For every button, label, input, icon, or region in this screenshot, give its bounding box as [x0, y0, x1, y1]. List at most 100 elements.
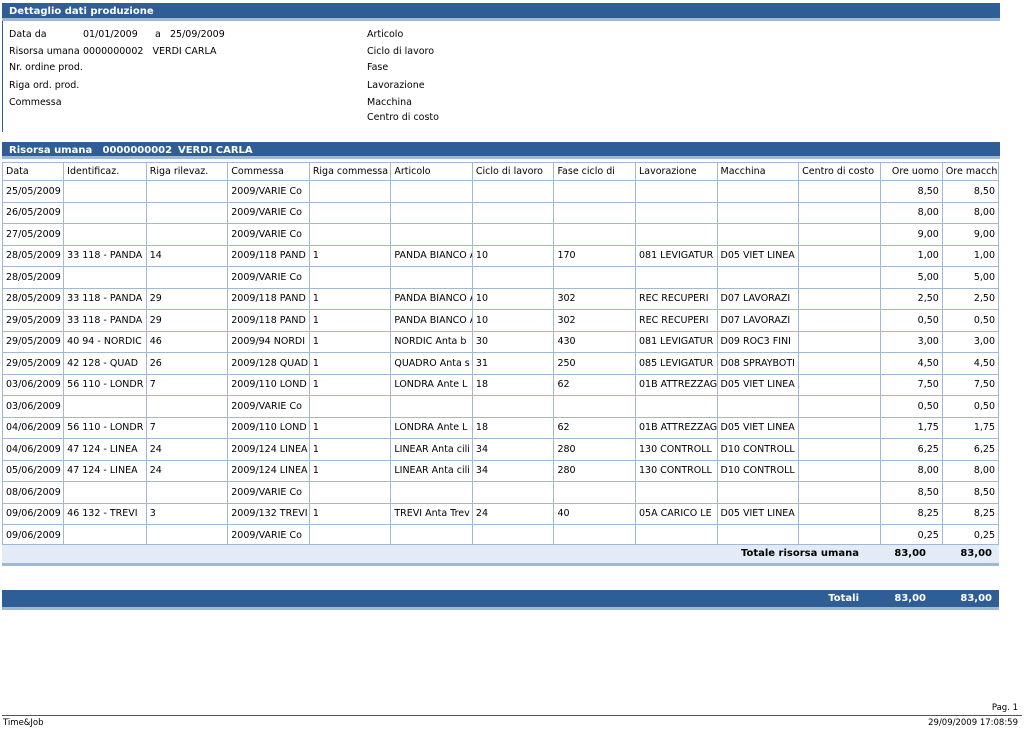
table-cell: 2009/VARIE Co	[227, 180, 310, 203]
table-cell: 28/05/2009	[1, 244, 65, 267]
table-cell: 14	[145, 244, 229, 267]
table-cell	[635, 395, 718, 418]
table-cell: 8,25	[879, 502, 943, 525]
table-cell: 33 118 - PANDA	[63, 287, 147, 310]
table-cell: 03/06/2009	[1, 395, 65, 418]
table-cell: 081 LEVIGATUR	[635, 244, 718, 267]
table-cell	[635, 524, 718, 547]
table-cell: 2009/VARIE Co	[227, 481, 310, 504]
table-cell	[471, 180, 555, 203]
table-row: 04/06/2009 47 124 - LINEA 24 2009/124 LINEA…	[1, 438, 1000, 461]
table-cell: 9,00	[941, 223, 1000, 246]
table-cell	[63, 201, 147, 224]
table-cell: 26/05/2009	[1, 201, 65, 224]
table-cell: 2009/110 LOND	[227, 373, 310, 396]
table-cell	[716, 481, 800, 504]
filter-risorsa-label: Risorsa umana	[9, 46, 80, 57]
table-cell: 0,25	[879, 524, 943, 547]
table-cell: 0,50	[879, 395, 943, 418]
table-cell: 24	[471, 502, 555, 525]
col-data: Data	[1, 162, 65, 181]
table-cell	[308, 395, 392, 418]
table-cell: 3	[145, 502, 229, 525]
table-cell: 4,50	[941, 352, 1000, 375]
filter-macchina-label: Macchina	[367, 97, 412, 108]
table-cell: 2009/VARIE Co	[227, 524, 310, 547]
table-cell	[145, 395, 229, 418]
table-cell: 04/06/2009	[1, 438, 65, 461]
totals-ore-uomo: 83,00	[894, 593, 926, 604]
col-riga-rilevaz: Riga rilevaz.	[145, 162, 229, 181]
table-cell	[308, 524, 392, 547]
table-cell: 34	[471, 459, 555, 482]
table-cell	[553, 180, 636, 203]
col-lavorazione: Lavorazione	[635, 162, 718, 181]
table-cell: 9,00	[879, 223, 943, 246]
table-row: 28/05/2009 2009/VARIE Co 5,00 5,00	[1, 266, 1000, 289]
table-row: 29/05/2009 40 94 - NORDIC 46 2009/94 NORDI 1…	[1, 330, 1000, 353]
table-cell: 130 CONTROLL	[635, 459, 718, 482]
table-cell	[798, 481, 881, 504]
table-cell: 62	[553, 416, 636, 439]
table-cell: 46 132 - TREVI	[63, 502, 147, 525]
table-cell	[635, 223, 718, 246]
table-cell: 0,25	[941, 524, 1000, 547]
table-cell: TREVI Anta Trev	[390, 502, 473, 525]
table-header-row: Data Identificaz. Riga rilevaz. Commessa…	[1, 162, 1000, 181]
filter-riga-ord-label: Riga ord. prod.	[9, 80, 80, 91]
table-cell: 8,00	[879, 201, 943, 224]
table-cell	[553, 201, 636, 224]
table-cell	[471, 524, 555, 547]
table-cell: 40 94 - NORDIC	[63, 330, 147, 353]
table-cell	[716, 180, 800, 203]
table-cell: 42 128 - QUAD	[63, 352, 147, 375]
table-cell	[553, 524, 636, 547]
table-cell: 31	[471, 352, 555, 375]
table-cell: 34	[471, 438, 555, 461]
resource-label: Risorsa umana	[9, 145, 93, 156]
table-cell: D07 LAVORAZI	[716, 309, 800, 332]
table-cell: 280	[553, 438, 636, 461]
table-cell: 081 LEVIGATUR	[635, 330, 718, 353]
table-cell	[716, 395, 800, 418]
table-row: 28/05/2009 33 118 - PANDA 14 2009/118 PAND 1…	[1, 244, 1000, 267]
table-cell	[635, 481, 718, 504]
table-cell	[553, 395, 636, 418]
table-cell	[63, 395, 147, 418]
table-cell: 8,25	[941, 502, 1000, 525]
table-cell	[553, 481, 636, 504]
table-cell: 4,50	[879, 352, 943, 375]
table-cell: LINEAR Anta cili	[390, 459, 473, 482]
table-cell: 2009/VARIE Co	[227, 201, 310, 224]
filter-lavorazione-label: Lavorazione	[367, 80, 425, 91]
table-row: 05/06/2009 47 124 - LINEA 24 2009/124 LINEA…	[1, 459, 1000, 482]
production-table: Data Identificaz. Riga rilevaz. Commessa…	[1, 162, 1000, 547]
table-cell: 302	[553, 309, 636, 332]
table-cell	[798, 201, 881, 224]
table-row: 25/05/2009 2009/VARIE Co 8,50 8,50	[1, 180, 1000, 203]
subtotal-ore-macch: 83,00	[960, 548, 992, 559]
table-cell: 56 110 - LONDR	[63, 373, 147, 396]
table-row: 29/05/2009 42 128 - QUAD 26 2009/128 QUAD 1 Q…	[1, 352, 1000, 375]
table-cell	[635, 180, 718, 203]
col-fase: Fase ciclo di	[553, 162, 636, 181]
table-cell	[798, 416, 881, 439]
table-cell: 7,50	[879, 373, 943, 396]
table-cell: D07 LAVORAZI	[716, 287, 800, 310]
table-cell: 3,00	[941, 330, 1000, 353]
table-cell	[63, 524, 147, 547]
filter-centro-label: Centro di costo	[367, 112, 439, 123]
table-cell: 2009/VARIE Co	[227, 395, 310, 418]
table-row: 28/05/2009 33 118 - PANDA 29 2009/118 PAND 1…	[1, 287, 1000, 310]
table-cell	[798, 459, 881, 482]
table-cell: 1	[308, 244, 392, 267]
table-cell: 170	[553, 244, 636, 267]
table-cell: PANDA BIANCO A	[390, 287, 473, 310]
table-cell: 302	[553, 287, 636, 310]
table-cell	[716, 524, 800, 547]
col-commessa: Commessa	[227, 162, 310, 181]
table-cell: 8,50	[941, 180, 1000, 203]
table-cell: 29/05/2009	[1, 309, 65, 332]
table-cell: 0,50	[941, 309, 1000, 332]
filter-commessa-label: Commessa	[9, 97, 62, 108]
